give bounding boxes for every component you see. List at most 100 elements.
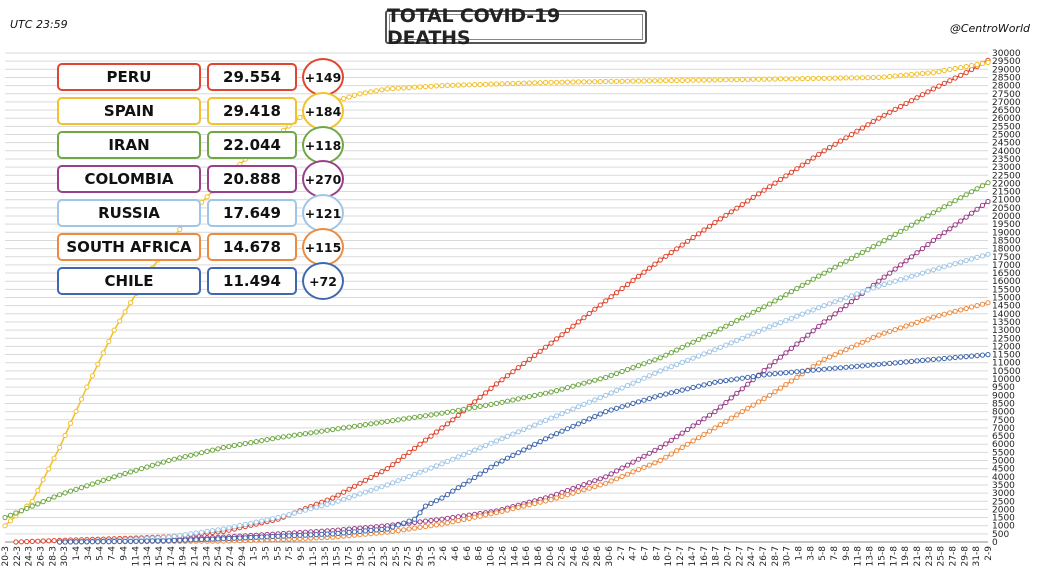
legend-total-value: 29.554 [207, 63, 297, 91]
data-point [308, 430, 314, 436]
data-point [603, 374, 609, 380]
data-point [930, 267, 937, 273]
data-point [663, 454, 669, 460]
data-point [384, 466, 390, 472]
data-point [313, 532, 319, 538]
data-point [646, 265, 653, 271]
data-point [870, 244, 876, 250]
data-point [936, 207, 942, 213]
data-point [433, 522, 439, 528]
data-point [947, 78, 953, 84]
data-point [859, 289, 866, 295]
x-tick-label: 22-7 [735, 546, 745, 566]
data-point [346, 424, 352, 430]
data-point [422, 437, 429, 443]
y-tick-label: 8000 [992, 408, 1015, 418]
data-point [341, 489, 347, 495]
data-point [745, 405, 751, 411]
data-point [734, 390, 740, 396]
data-point [908, 222, 915, 228]
data-point [685, 342, 691, 348]
data-point [548, 497, 554, 503]
data-point [428, 523, 434, 529]
data-point [521, 360, 527, 367]
data-point [275, 533, 281, 539]
x-tick-label: 8-7 [652, 546, 662, 561]
data-point [510, 506, 516, 512]
data-point [646, 396, 653, 402]
data-point [843, 347, 849, 353]
data-point [570, 423, 576, 429]
data-point [832, 352, 838, 358]
data-point [450, 514, 456, 521]
data-point [128, 469, 134, 475]
data-point [810, 155, 816, 161]
data-point [29, 538, 35, 545]
data-point [941, 230, 947, 236]
data-point [215, 446, 221, 452]
data-point [209, 528, 216, 534]
data-point [450, 456, 456, 462]
data-point [488, 511, 494, 517]
x-tick-label: 31-5 [427, 546, 437, 566]
data-point [253, 519, 259, 525]
y-tick-label: 23000 [992, 163, 1021, 173]
data-point [777, 370, 784, 376]
x-tick-label: 5-4 [96, 546, 106, 561]
data-point [428, 465, 434, 471]
data-point [117, 318, 123, 324]
data-point [827, 354, 833, 360]
data-point [439, 83, 445, 89]
data-point [84, 539, 90, 545]
data-point [461, 406, 467, 412]
data-point [794, 374, 800, 380]
data-point [685, 426, 691, 433]
data-point [543, 79, 549, 86]
data-point [515, 429, 521, 435]
data-point [690, 234, 696, 241]
x-tick-label: 31-8 [972, 546, 982, 567]
data-point [341, 496, 347, 502]
data-point [586, 79, 592, 85]
data-point [548, 79, 554, 85]
data-point [7, 512, 14, 518]
data-point [450, 488, 456, 494]
data-point [586, 480, 592, 486]
x-tick-label: 29-5 [416, 546, 426, 566]
data-point [220, 526, 226, 532]
y-tick-label: 22000 [992, 179, 1021, 189]
data-point [827, 366, 833, 372]
data-point [657, 392, 663, 398]
data-point [554, 431, 560, 437]
data-point [362, 422, 368, 428]
data-point [226, 443, 232, 450]
data-point [29, 498, 35, 504]
y-tick-label: 12000 [992, 342, 1021, 352]
data-point [985, 352, 991, 358]
legend-total-value: 29.418 [207, 97, 297, 125]
legend-country-name: SPAIN [57, 97, 201, 125]
data-point [521, 503, 527, 509]
data-point [455, 454, 461, 460]
y-tick-label: 0 [992, 538, 998, 548]
data-point [472, 82, 478, 88]
data-point [395, 478, 401, 484]
data-point [908, 254, 915, 260]
data-point [412, 525, 418, 531]
data-point [701, 227, 707, 233]
data-point [62, 539, 68, 545]
data-point [745, 374, 751, 380]
data-point [821, 148, 827, 154]
data-point [532, 500, 538, 507]
x-tick-label: 9-4 [119, 546, 129, 561]
data-point [455, 412, 461, 418]
data-point [619, 473, 625, 480]
data-point [679, 430, 685, 436]
data-point [155, 461, 161, 467]
y-tick-label: 16500 [992, 269, 1021, 279]
data-point [641, 78, 647, 84]
data-point [657, 368, 663, 374]
data-point [930, 86, 937, 92]
x-tick-label: 9-5 [297, 546, 307, 561]
data-point [368, 487, 374, 493]
